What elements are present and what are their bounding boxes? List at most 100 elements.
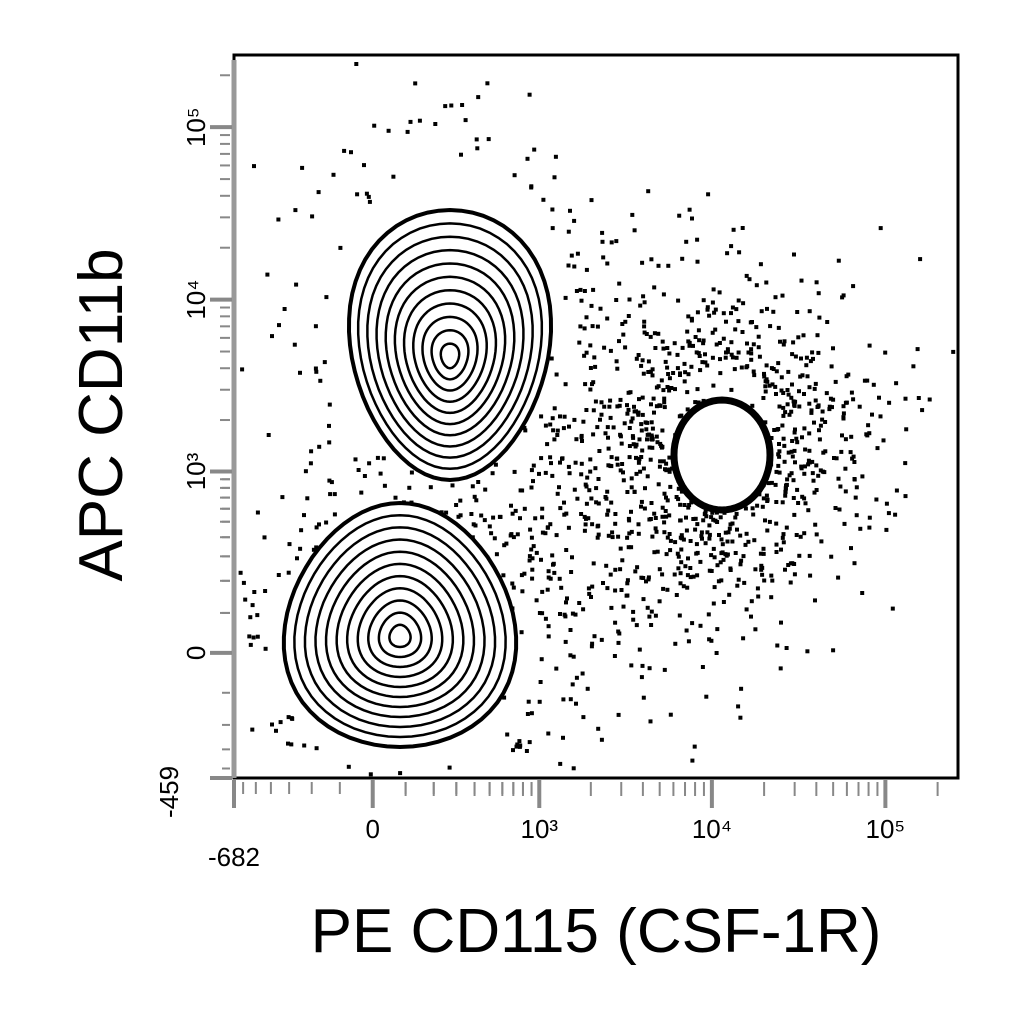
event-dot bbox=[785, 402, 790, 407]
event-dot bbox=[251, 635, 256, 640]
event-dot bbox=[689, 316, 694, 321]
event-dot bbox=[568, 653, 573, 658]
event-dot bbox=[471, 522, 476, 527]
event-dot bbox=[621, 604, 626, 609]
event-dot bbox=[292, 342, 297, 347]
event-dot bbox=[578, 287, 583, 292]
event-dot bbox=[680, 256, 685, 261]
contour-line bbox=[335, 562, 465, 699]
event-dot bbox=[710, 330, 715, 335]
event-dot bbox=[806, 508, 811, 513]
event-dot bbox=[546, 731, 551, 736]
event-dot bbox=[764, 493, 769, 498]
contour-line bbox=[388, 623, 412, 649]
event-dot bbox=[605, 512, 610, 517]
event-dot bbox=[608, 572, 613, 577]
event-dot bbox=[769, 595, 774, 600]
event-dot bbox=[918, 257, 923, 262]
event-dot bbox=[693, 516, 698, 521]
event-dot bbox=[629, 419, 634, 424]
event-dot bbox=[887, 400, 892, 405]
event-dot bbox=[367, 461, 372, 466]
event-dot bbox=[794, 533, 799, 537]
event-dot bbox=[656, 331, 661, 336]
event-dot bbox=[789, 395, 794, 400]
event-dot bbox=[609, 455, 614, 460]
event-dot bbox=[662, 530, 667, 535]
event-dot bbox=[776, 452, 781, 457]
event-dot bbox=[691, 343, 695, 348]
event-dot bbox=[707, 568, 712, 573]
event-dot bbox=[667, 532, 672, 536]
event-dot bbox=[721, 600, 726, 604]
event-dot bbox=[650, 534, 655, 539]
event-dot bbox=[558, 414, 562, 419]
event-dot bbox=[746, 350, 751, 355]
event-dot bbox=[717, 533, 721, 537]
event-dot bbox=[703, 508, 708, 513]
event-dot bbox=[570, 611, 575, 616]
event-dot bbox=[842, 521, 847, 526]
event-dot bbox=[756, 594, 761, 599]
event-dot bbox=[735, 583, 740, 588]
event-dot bbox=[758, 551, 763, 556]
event-dot bbox=[657, 567, 662, 572]
event-dot bbox=[705, 305, 710, 310]
event-dot bbox=[773, 384, 778, 389]
event-dot bbox=[769, 436, 774, 440]
event-dot bbox=[595, 535, 600, 540]
event-dot bbox=[916, 396, 921, 400]
event-dot bbox=[691, 574, 696, 579]
event-dot bbox=[596, 726, 601, 731]
event-dot bbox=[808, 359, 813, 364]
event-dot bbox=[667, 513, 672, 518]
event-dot bbox=[664, 468, 669, 473]
event-dot bbox=[298, 546, 303, 551]
event-dot bbox=[715, 563, 720, 568]
event-dot bbox=[675, 352, 680, 357]
event-dot bbox=[602, 345, 607, 350]
event-dot bbox=[554, 372, 559, 377]
event-dot bbox=[702, 512, 707, 517]
event-dot bbox=[718, 515, 723, 520]
event-dot bbox=[637, 457, 642, 462]
event-dot bbox=[874, 497, 879, 502]
event-dot bbox=[597, 449, 602, 453]
event-dot bbox=[634, 356, 639, 361]
event-dot bbox=[776, 427, 781, 431]
event-dot bbox=[786, 369, 791, 374]
event-dot bbox=[588, 457, 593, 462]
event-dot bbox=[662, 520, 667, 525]
event-dot bbox=[615, 462, 620, 467]
event-dot bbox=[545, 442, 550, 447]
event-dot bbox=[659, 443, 664, 448]
event-dot bbox=[638, 469, 643, 474]
event-dot bbox=[644, 579, 648, 584]
event-dot bbox=[557, 576, 562, 581]
event-dot bbox=[447, 765, 452, 770]
event-dot bbox=[551, 428, 556, 433]
event-dot bbox=[608, 398, 613, 403]
event-dot bbox=[540, 506, 545, 511]
event-dot bbox=[629, 545, 634, 550]
event-dot bbox=[734, 307, 739, 312]
event-dot bbox=[524, 749, 529, 753]
event-dot bbox=[823, 420, 828, 424]
event-dot bbox=[706, 192, 711, 197]
event-dot bbox=[814, 463, 819, 468]
event-dot bbox=[528, 527, 533, 532]
event-dot bbox=[584, 267, 589, 272]
event-dot bbox=[539, 557, 543, 562]
event-dot bbox=[355, 192, 360, 197]
event-dot bbox=[248, 615, 253, 620]
event-dot bbox=[616, 712, 621, 717]
event-dot bbox=[811, 478, 816, 483]
event-dot bbox=[776, 325, 781, 330]
event-dot bbox=[781, 391, 786, 395]
event-dot bbox=[756, 345, 761, 350]
event-dot bbox=[682, 379, 687, 384]
event-dot bbox=[570, 555, 574, 560]
event-dot bbox=[636, 531, 641, 536]
event-dot bbox=[589, 595, 593, 599]
event-dot bbox=[607, 404, 612, 409]
